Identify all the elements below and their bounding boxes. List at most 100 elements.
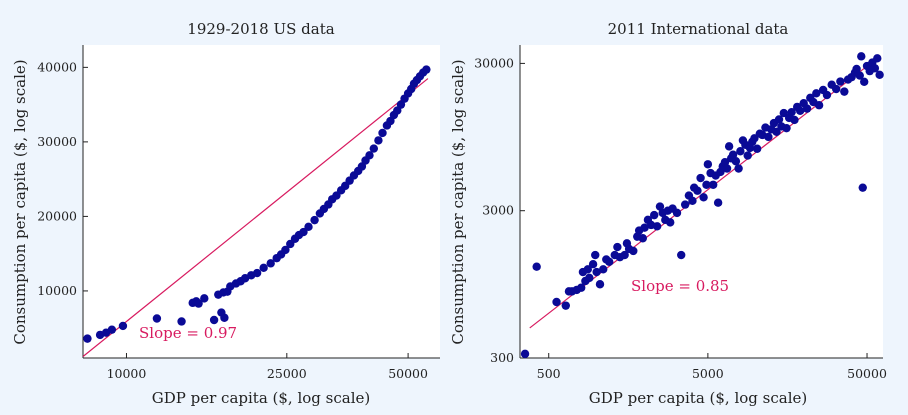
data-point-international (588, 259, 598, 269)
chart-us: 1929-2018 US data GDP per capita ($, log… (11, 20, 440, 407)
data-point-international (736, 147, 745, 156)
points-international (520, 52, 884, 359)
data-point-international (577, 283, 586, 292)
data-point-us (209, 315, 219, 325)
y-axis-label-us: Consumption per capita ($, log scale) (11, 59, 29, 344)
data-point-us (304, 222, 313, 232)
data-point-international (696, 173, 705, 183)
data-point-international (629, 246, 638, 256)
data-point-us (118, 321, 128, 331)
data-point-us (259, 263, 268, 273)
data-point-international (734, 164, 743, 173)
data-point-international (802, 104, 812, 113)
chart-title-us: 1929-2018 US data (187, 20, 334, 38)
data-point-international (812, 89, 821, 98)
data-point-international (787, 107, 796, 117)
data-point-international (713, 198, 723, 207)
data-point-international (688, 196, 697, 206)
y-tick-label-international: 300 (490, 350, 514, 365)
data-point-international (728, 150, 738, 159)
data-point-international (852, 64, 861, 74)
fit-line-us (82, 78, 429, 357)
data-point-international (795, 106, 805, 116)
data-point-international (814, 101, 824, 110)
x-tick-label-international: 5000 (692, 366, 724, 381)
plot-area-us (83, 45, 440, 358)
data-point-us (281, 245, 290, 255)
y-tick-label-us: 40000 (37, 59, 77, 74)
data-point-international (599, 265, 608, 274)
data-point-international (870, 64, 880, 73)
data-point-international (640, 223, 649, 232)
data-point-us (83, 334, 92, 343)
x-axis-label-us: GDP per capita ($, log scale) (152, 389, 370, 407)
data-point-international (591, 250, 600, 260)
data-point-us (369, 144, 378, 153)
data-point-us (266, 259, 275, 268)
data-point-international (693, 186, 702, 195)
data-point-us (252, 268, 262, 278)
data-point-us (152, 314, 162, 323)
x-tick-label-us: 50000 (388, 366, 428, 381)
y-tick-label-international: 30000 (474, 55, 514, 70)
data-point-us (200, 294, 209, 303)
data-point-international (774, 115, 784, 124)
data-point-international (605, 257, 614, 266)
data-point-international (822, 90, 832, 100)
data-point-international (855, 71, 864, 80)
data-point-international (840, 87, 849, 96)
y-tick-label-us: 20000 (37, 208, 77, 223)
data-point-international (873, 54, 882, 63)
data-point-international (561, 301, 570, 310)
data-point-international (831, 84, 841, 94)
slope-annotation-international: Slope = 0.85 (631, 277, 729, 295)
data-point-international (666, 218, 675, 227)
data-point-us (107, 325, 117, 334)
data-point-international (620, 250, 629, 260)
data-point-us (422, 65, 431, 74)
data-point-us (310, 215, 319, 225)
data-point-international (708, 180, 718, 189)
data-point-international (836, 77, 845, 86)
data-point-international (677, 250, 686, 260)
ticks-international: 500 5000 50000 300 3000 30000 (474, 45, 887, 381)
data-point-international (680, 200, 690, 209)
x-tick-label-international: 500 (537, 366, 561, 381)
data-point-international (782, 123, 791, 133)
y-tick-label-international: 3000 (482, 203, 514, 218)
data-point-us (194, 299, 203, 308)
y-tick-label-us: 10000 (37, 283, 77, 298)
data-point-international (858, 183, 867, 192)
data-point-international (655, 202, 665, 211)
data-point-international (585, 273, 594, 283)
data-point-international (672, 208, 682, 218)
points-us (82, 65, 431, 357)
data-point-international (752, 144, 762, 153)
x-tick-label-international: 50000 (847, 366, 887, 381)
data-point-international (532, 262, 541, 271)
x-tick-label-us: 25000 (267, 366, 307, 381)
y-tick-label-us: 30000 (37, 134, 77, 149)
data-point-international (652, 222, 662, 231)
slope-annotation-us: Slope = 0.97 (139, 324, 237, 342)
data-point-international (724, 142, 734, 151)
data-point-international (743, 151, 752, 160)
data-point-international (583, 265, 592, 274)
data-point-international (772, 127, 781, 136)
chart-international: 2011 International data GDP per capita (… (449, 20, 887, 407)
data-point-us (374, 136, 383, 145)
data-point-us (220, 313, 229, 322)
data-point-international (731, 157, 741, 166)
data-point-international (857, 52, 866, 61)
x-tick-label-us: 10000 (107, 366, 147, 381)
data-point-international (520, 349, 530, 359)
data-point-international (699, 193, 708, 202)
data-point-international (595, 280, 605, 289)
data-point-international (592, 267, 601, 277)
data-point-international (860, 77, 869, 87)
data-point-international (702, 180, 711, 189)
y-axis-label-international: Consumption per capita ($, log scale) (449, 59, 467, 344)
data-point-international (875, 70, 884, 80)
data-point-international (764, 132, 773, 142)
